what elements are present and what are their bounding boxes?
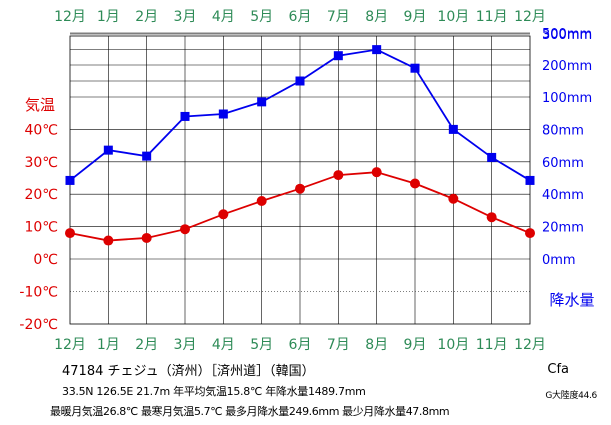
- precipitation-tick-label: 80mm: [542, 123, 584, 138]
- month-label-top: 6月: [289, 9, 312, 25]
- month-label-top: 10月: [437, 9, 469, 25]
- month-label-bottom: 9月: [404, 337, 427, 353]
- precipitation-tick-label: 300mm: [542, 28, 592, 43]
- precipitation-point: [448, 124, 458, 134]
- month-label-bottom: 7月: [327, 337, 350, 353]
- precipitation-point: [103, 145, 113, 155]
- precipitation-point: [295, 76, 305, 86]
- month-label-bottom: 6月: [289, 337, 312, 353]
- month-labels-top: 12月 1月 2月 3月 4月 5月 6月 7月 8月 9月 10月 11月 12月: [54, 9, 546, 25]
- month-labels-bottom: 12月 1月 2月 3月 4月 5月 6月 7月 8月 9月 10月 11月 12月: [54, 337, 546, 353]
- temperature-axis-title: 気温: [25, 96, 55, 114]
- temperature-tick-label: -20℃: [19, 317, 58, 333]
- month-label-bottom: 11月: [476, 337, 508, 353]
- month-label-top: 5月: [250, 9, 273, 25]
- temperature-series: [65, 167, 535, 246]
- temperature-point: [180, 224, 190, 235]
- month-label-top: 12月: [514, 9, 546, 25]
- month-label-top: 4月: [212, 9, 235, 25]
- station-stats-line-1: 33.5N 126.5E 21.7m 年平均気温15.8℃ 年降水量1489.7…: [62, 385, 366, 398]
- temperature-axis: 気温 40℃ 30℃ 20℃ 10℃ 0℃ -10℃ -20℃: [19, 96, 58, 333]
- koppen-climate-class: Cfa: [547, 362, 569, 377]
- month-label-top: 3月: [174, 9, 197, 25]
- temperature-point: [333, 170, 344, 181]
- precipitation-tick-label: 200mm: [542, 59, 592, 74]
- precipitation-point: [142, 151, 152, 161]
- temperature-point: [525, 228, 535, 239]
- temperature-point: [256, 196, 267, 207]
- temperature-tick-label: 20℃: [24, 187, 58, 203]
- temperature-point: [218, 209, 229, 220]
- month-label-top: 1月: [97, 9, 120, 25]
- precipitation-tick-label: 20mm: [542, 221, 584, 236]
- precipitation-point: [218, 109, 228, 119]
- precipitation-point: [180, 111, 190, 121]
- temperature-point: [448, 193, 459, 204]
- month-label-top: 7月: [327, 9, 350, 25]
- temperature-point: [410, 178, 420, 189]
- precipitation-tick-label: 0mm: [542, 253, 576, 268]
- temperature-tick-label: 40℃: [24, 122, 58, 138]
- temperature-point: [103, 235, 114, 246]
- month-label-top: 12月: [54, 9, 86, 25]
- month-label-bottom: 8月: [365, 337, 388, 353]
- temperature-point: [295, 183, 305, 194]
- precipitation-point: [525, 175, 535, 185]
- month-label-top: 9月: [404, 9, 427, 25]
- station-stats-line-2: 最暖月気温26.8℃ 最寒月気温5.7℃ 最多月降水量249.6mm 最少月降水…: [50, 405, 450, 418]
- temperature-tick-label: 30℃: [24, 155, 58, 171]
- temperature-tick-label: 10℃: [24, 220, 58, 236]
- temperature-tick-label: -10℃: [19, 284, 58, 300]
- month-label-bottom: 3月: [174, 337, 197, 353]
- month-label-bottom: 10月: [437, 337, 469, 353]
- precipitation-tick-label: 40mm: [542, 188, 584, 203]
- precipitation-point: [65, 175, 75, 185]
- precipitation-point: [487, 152, 497, 162]
- precipitation-point: [372, 45, 382, 55]
- temperature-tick-label: 0℃: [33, 252, 58, 268]
- month-label-top: 11月: [476, 9, 508, 25]
- precipitation-tick-label: 60mm: [542, 156, 584, 171]
- precipitation-series: [65, 45, 535, 185]
- temperature-point: [65, 228, 75, 239]
- month-label-bottom: 2月: [135, 337, 158, 353]
- month-label-bottom: 5月: [250, 337, 273, 353]
- month-label-top: 2月: [135, 9, 158, 25]
- precipitation-tick-label: 500mm: [542, 27, 592, 42]
- month-label-top: 8月: [365, 9, 388, 25]
- month-label-bottom: 12月: [514, 337, 546, 353]
- precipitation-point: [257, 97, 267, 107]
- temperature-point: [371, 167, 382, 178]
- month-label-bottom: 4月: [212, 337, 235, 353]
- precipitation-axis-title: 降水量: [549, 291, 594, 309]
- station-title: 47184 チェジュ（済州）［済州道］（韓国）: [62, 364, 315, 379]
- precipitation-point: [410, 63, 420, 73]
- temperature-point: [141, 232, 152, 243]
- precipitation-tick-label: 100mm: [542, 91, 592, 106]
- temperature-point: [486, 212, 497, 223]
- continentality-index: G大陸度44.6: [545, 391, 597, 401]
- month-label-bottom: 1月: [97, 337, 120, 353]
- month-label-bottom: 12月: [54, 337, 86, 353]
- precipitation-point: [333, 51, 343, 61]
